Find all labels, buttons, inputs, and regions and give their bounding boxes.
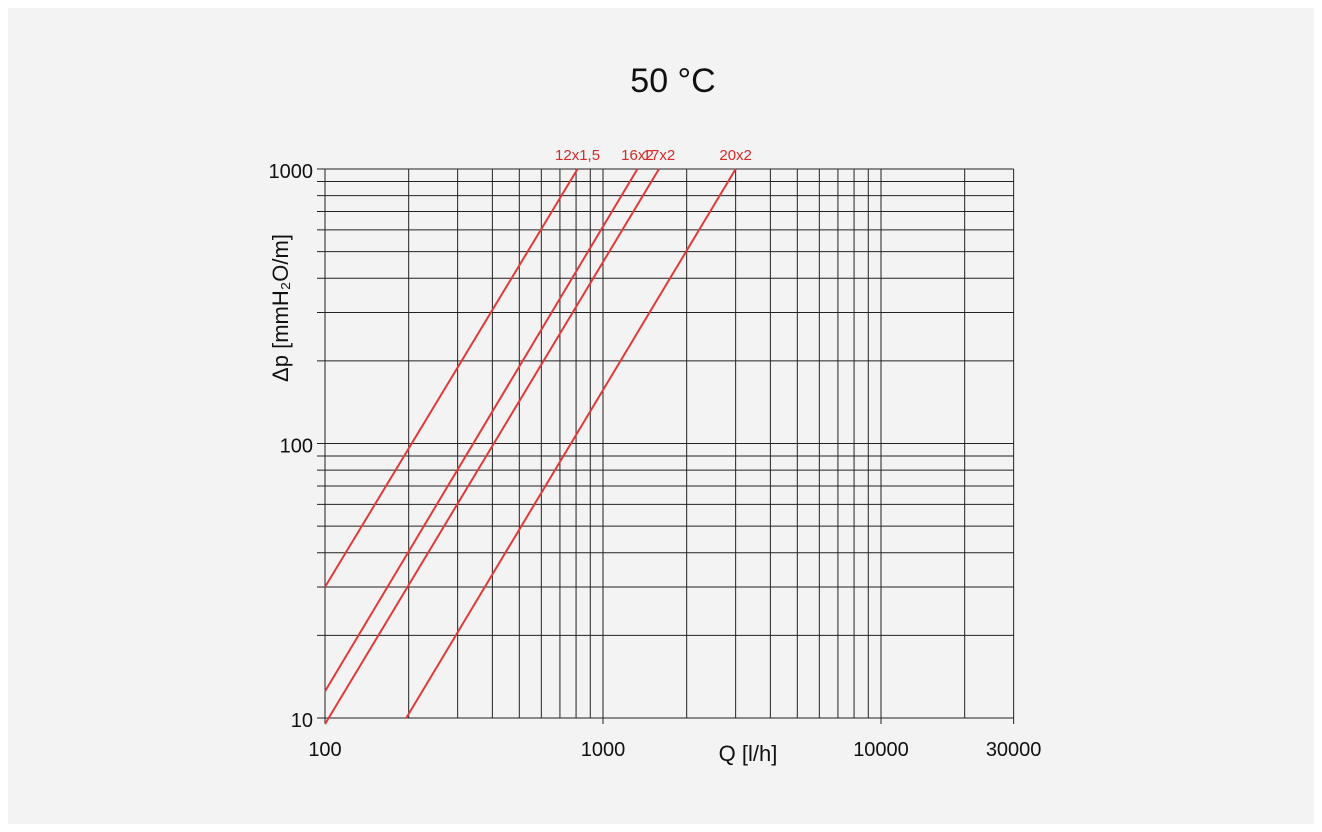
chart-panel: 50 °C 100 1000 10000 30000 10 100 1000 12x1,5 1… (8, 8, 1314, 824)
x-axis-label: Q [l/h] (719, 741, 778, 766)
y-tick-label: 1000 (269, 161, 314, 183)
y-tick-label: 100 (280, 436, 313, 458)
series-label-17x2: 17x2 (643, 147, 676, 164)
series-label-20x2: 20x2 (719, 147, 752, 164)
x-tick-label: 30000 (986, 739, 1042, 761)
series-line-12x1,5 (324, 168, 579, 588)
chart-title: 50 °C (630, 62, 715, 100)
tick-labels: 100 1000 10000 30000 10 100 1000 (269, 161, 1042, 761)
series-label-16x2: 16x2 (621, 147, 654, 164)
series-lines (324, 168, 737, 725)
grid (317, 168, 1015, 724)
series-line-16x2 (324, 168, 639, 692)
x-tick-label: 1000 (581, 739, 626, 761)
y-axis-label: Δp [mmH₂O/m] (268, 234, 293, 382)
y-tick-label: 10 (291, 710, 313, 732)
series-line-20x2 (405, 168, 737, 719)
x-tick-label: 10000 (853, 739, 909, 761)
x-tick-label: 100 (308, 739, 341, 761)
series-line-17x2 (324, 168, 660, 725)
series-label-12x1,5: 12x1,5 (555, 147, 600, 164)
